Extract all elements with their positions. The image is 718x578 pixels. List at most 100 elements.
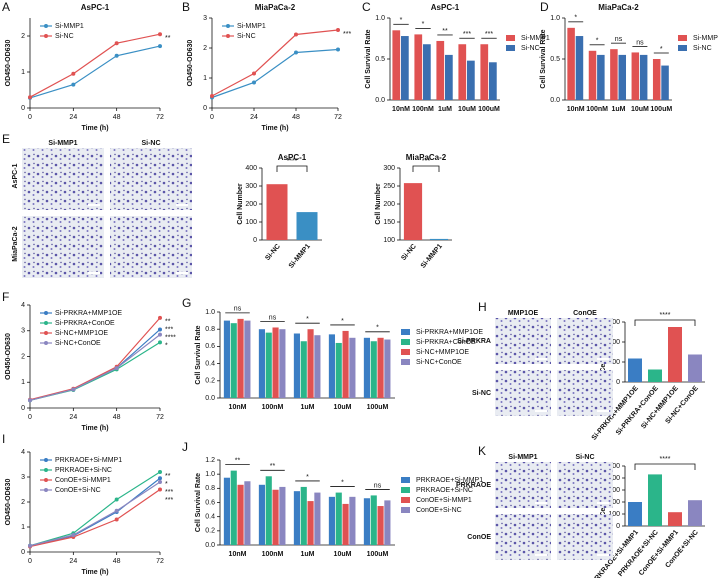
bar bbox=[265, 332, 272, 398]
data-point bbox=[114, 366, 119, 371]
legend-label: Si-PRKRA+MMP1OE bbox=[55, 310, 122, 317]
data-point bbox=[114, 517, 119, 522]
data-point bbox=[158, 32, 162, 37]
legend-swatch bbox=[678, 35, 687, 41]
significance: * bbox=[306, 316, 309, 323]
column-label: ConOE bbox=[573, 310, 597, 317]
significance: *** bbox=[422, 158, 430, 165]
data-point bbox=[71, 71, 76, 76]
x-tick-label: 0 bbox=[210, 114, 214, 121]
significance: * bbox=[341, 479, 344, 486]
panel-label: I bbox=[2, 432, 5, 446]
significance: ** bbox=[165, 473, 171, 480]
y-tick-label: 0.2 bbox=[205, 378, 215, 385]
chart-title: AsPC-1 bbox=[431, 3, 460, 12]
y-tick-label: 0.4 bbox=[205, 514, 215, 521]
x-tick-label: 0 bbox=[28, 114, 32, 121]
bar bbox=[652, 59, 661, 100]
x-tick-label: 100uM bbox=[478, 106, 500, 113]
y-tick-label: 1.0 bbox=[205, 309, 215, 316]
significance: ns bbox=[615, 36, 623, 43]
legend-label: Si-MMP1 bbox=[521, 35, 550, 42]
x-tick-label: 100nM bbox=[586, 106, 608, 113]
y-tick-label: 0 bbox=[253, 237, 257, 244]
bar bbox=[668, 327, 682, 382]
significance: ns bbox=[234, 306, 242, 313]
legend-swatch bbox=[401, 349, 410, 355]
legend-label: Si-PRKRA+MMP1OE bbox=[416, 329, 483, 336]
column-label: Si-MMP1 bbox=[508, 454, 537, 461]
y-tick-label: 200 bbox=[608, 359, 620, 366]
legend-label: Si-NC+ConOE bbox=[55, 340, 101, 347]
column-label: Si-NC bbox=[575, 454, 594, 461]
y-tick-label: 1 bbox=[203, 75, 207, 82]
data-point bbox=[158, 480, 162, 484]
bar bbox=[293, 491, 300, 545]
y-tick-label: 1.0 bbox=[375, 15, 385, 22]
legend-swatch bbox=[506, 35, 515, 41]
bar bbox=[335, 492, 342, 545]
legend-label: Si-NC+MMP1OE bbox=[55, 330, 108, 337]
y-axis-label: Cell Survival Rate bbox=[540, 29, 547, 88]
y-tick-label: 300 bbox=[608, 487, 620, 494]
data-point bbox=[294, 50, 298, 55]
bar bbox=[423, 44, 431, 100]
significance: *** bbox=[485, 31, 493, 38]
significance: * bbox=[376, 325, 379, 332]
data-point bbox=[158, 340, 162, 345]
row-label: PRKRAOE bbox=[456, 482, 491, 489]
x-tick-label: 100uM bbox=[367, 551, 389, 558]
x-tick-label: 24 bbox=[69, 558, 77, 565]
y-tick-label: 150 bbox=[383, 219, 395, 226]
y-tick-label: 1.0 bbox=[205, 471, 215, 478]
x-tick-label: 1uM bbox=[301, 551, 315, 558]
row-label: MiaPaCa-2 bbox=[12, 226, 19, 262]
significance: ** bbox=[165, 319, 171, 326]
y-tick-label: 0 bbox=[203, 105, 207, 112]
significance: * bbox=[165, 481, 168, 488]
data-point bbox=[114, 508, 119, 513]
bar bbox=[342, 330, 349, 398]
significance: *** bbox=[165, 489, 173, 496]
x-tick-label: 1uM bbox=[438, 106, 452, 113]
y-tick-label: 1 bbox=[21, 524, 25, 531]
legend-label: ConOE+Si-MMP1 bbox=[55, 477, 111, 484]
panel-label: G bbox=[182, 296, 191, 310]
y-axis-label: Cell Number bbox=[375, 183, 382, 225]
row-label: AsPC-1 bbox=[12, 163, 19, 188]
bar bbox=[445, 54, 453, 100]
legend-label: Si-NC+MMP1OE bbox=[416, 349, 469, 356]
y-axis-label: Cell Survival Rate bbox=[195, 325, 202, 384]
data-point bbox=[158, 476, 162, 481]
significance: * bbox=[660, 46, 663, 53]
row-label: ConOE bbox=[467, 534, 491, 541]
significance: *** bbox=[463, 31, 471, 38]
y-axis-label: Cell Survival Rate bbox=[365, 29, 372, 88]
x-tick-label: 24 bbox=[250, 114, 258, 121]
bar bbox=[648, 369, 662, 382]
row-label: Si-PRKRA bbox=[457, 338, 491, 345]
panel-label: E bbox=[2, 132, 10, 146]
bar bbox=[328, 334, 335, 398]
y-tick-label: 400 bbox=[608, 475, 620, 482]
bar bbox=[384, 500, 391, 545]
bar bbox=[661, 65, 669, 100]
series-line bbox=[211, 29, 339, 97]
bar bbox=[230, 323, 237, 398]
bar bbox=[384, 339, 391, 398]
legend-swatch bbox=[401, 497, 410, 503]
bar bbox=[567, 27, 575, 101]
significance: **** bbox=[660, 456, 671, 463]
y-tick-label: 100 bbox=[245, 219, 257, 226]
x-tick-label: 72 bbox=[156, 558, 164, 565]
micrograph bbox=[557, 370, 613, 416]
y-tick-label: 0.6 bbox=[205, 343, 215, 350]
bar bbox=[237, 318, 244, 398]
x-tick-label: 48 bbox=[113, 558, 121, 565]
bar bbox=[480, 44, 489, 100]
y-tick-label: 0.5 bbox=[375, 56, 385, 63]
y-tick-label: 1.2 bbox=[205, 457, 215, 464]
row-label: Si-NC bbox=[472, 390, 491, 397]
significance: *** bbox=[165, 327, 173, 334]
x-tick-label: 10uM bbox=[334, 551, 352, 558]
